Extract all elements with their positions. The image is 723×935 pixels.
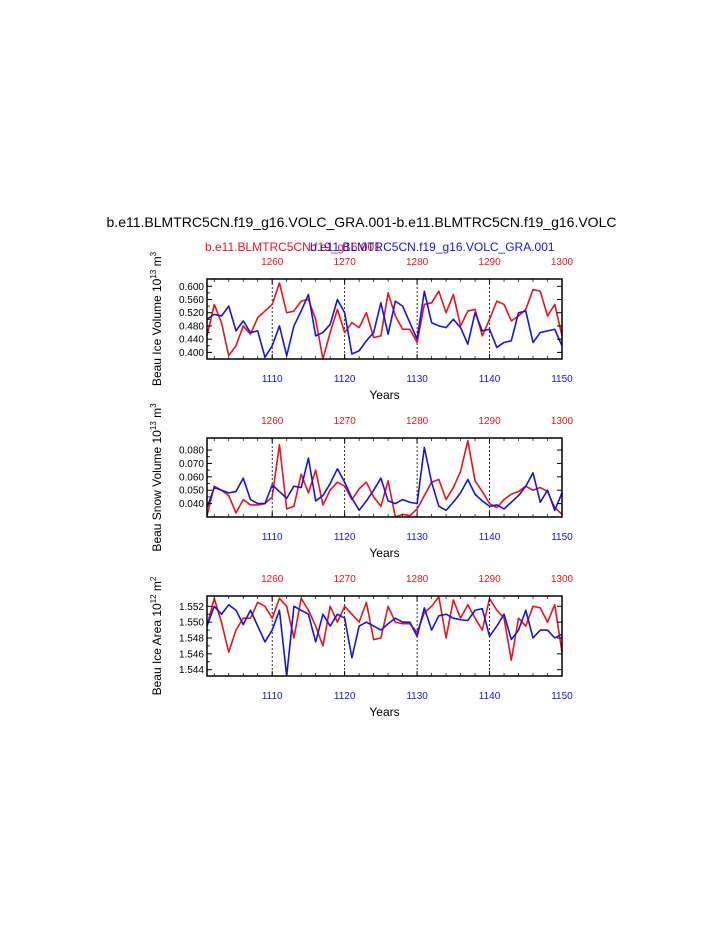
y-axis-label-part: m (150, 581, 164, 594)
x-tick-label-top: 1260 (261, 574, 284, 585)
x-tick-label-bottom: 1120 (334, 374, 356, 385)
series-line-blue (206, 603, 563, 677)
x-tick-label-bottom: 1120 (334, 691, 356, 702)
x-tick-label-bottom: 1110 (262, 374, 283, 385)
y-axis-label-part: 12 (149, 594, 158, 603)
y-axis-label-part: Beau Ice Area 10 (150, 603, 164, 695)
y-tick-label: 0.040 (179, 499, 204, 510)
x-tick-label-top: 1280 (406, 574, 429, 585)
series-line-blue (206, 446, 563, 512)
x-tick-label-top: 1300 (551, 574, 574, 585)
y-axis-label-part: 13 (149, 421, 158, 430)
y-tick-label: 0.080 (179, 446, 204, 457)
x-tick-label-top: 1280 (406, 416, 429, 427)
y-tick-label: 0.060 (179, 472, 204, 483)
panel-2: 0.040 0.050 0.060 0.070 0.080 1110 1120 1130 114… (149, 403, 574, 560)
y-tick-label: 0.600 (179, 282, 204, 293)
x-tick-label-top: 1270 (334, 257, 357, 268)
x-tick-label-bottom: 1130 (406, 691, 428, 702)
y-axis-label-part: 13 (149, 269, 158, 278)
x-tick-label-bottom: 1110 (262, 691, 283, 702)
x-tick-label-top: 1290 (478, 574, 501, 585)
subtitle-blue: b.e11.BLMTRC5CN.f19_g16.VOLC_GRA.001 (310, 240, 555, 254)
x-tick-label-top: 1260 (261, 257, 284, 268)
series-line-blue (206, 290, 563, 359)
x-tick-label-bottom: 1120 (334, 532, 356, 543)
x-tick-label-top: 1300 (551, 257, 574, 268)
x-tick-label-top: 1270 (334, 574, 357, 585)
x-tick-label-bottom: 1150 (551, 532, 573, 543)
x-axis-label: Years (369, 705, 399, 719)
y-tick-label: 0.560 (179, 295, 204, 306)
x-tick-label-bottom: 1110 (262, 532, 283, 543)
y-tick-label: 1.552 (179, 602, 204, 613)
panel-3: 1.544 1.546 1.548 1.550 1.552 1110 1120 1130 114… (149, 574, 574, 719)
y-tick-label: 0.400 (179, 348, 204, 359)
y-axis-label-part: m (150, 408, 164, 421)
y-axis-label-part: 3 (149, 403, 158, 408)
panel-1: 0.400 0.440 0.480 0.520 0.560 0.600 1110 1120 11… (149, 251, 574, 402)
y-axis-label-part: m (150, 256, 164, 269)
y-tick-label: 1.544 (179, 665, 204, 676)
x-tick-label-top: 1260 (261, 416, 284, 427)
y-axis-label: Beau Snow Volume 1013 m3 (149, 403, 164, 552)
x-tick-label-top: 1290 (478, 257, 501, 268)
x-tick-label-top: 1290 (478, 416, 501, 427)
y-tick-label: 0.520 (179, 308, 204, 319)
x-tick-label-bottom: 1130 (406, 532, 428, 543)
y-tick-label: 0.050 (179, 486, 204, 497)
x-tick-label-bottom: 1150 (551, 691, 573, 702)
figure-title: b.e11.BLMTRC5CN.f19_g16.VOLC_GRA.001-b.e… (106, 214, 617, 230)
x-tick-label-top: 1280 (406, 257, 429, 268)
plot-frame (206, 595, 563, 677)
y-tick-label: 1.548 (179, 633, 204, 644)
y-axis-label: Beau Ice Area 1012 m2 (149, 576, 164, 695)
x-tick-label-bottom: 1150 (551, 374, 573, 385)
x-axis-label: Years (369, 546, 399, 560)
y-axis-label-part: Beau Ice Volume 10 (150, 278, 164, 386)
plot-frame (206, 437, 563, 518)
y-tick-label: 0.480 (179, 321, 204, 332)
series-line-red (206, 282, 563, 360)
y-axis-label-part: 3 (149, 251, 158, 256)
x-tick-label-top: 1300 (551, 416, 574, 427)
x-tick-label-top: 1270 (334, 416, 357, 427)
x-tick-label-bottom: 1140 (479, 374, 501, 385)
y-tick-label: 1.550 (179, 618, 204, 629)
y-axis-label: Beau Ice Volume 1013 m3 (149, 251, 164, 386)
x-tick-label-bottom: 1130 (406, 374, 428, 385)
x-tick-label-bottom: 1140 (479, 532, 501, 543)
y-axis-label-part: 2 (149, 576, 158, 581)
x-axis-label: Years (369, 388, 399, 402)
subtitle-red: b.e11.BLMTRC5CN.f19_g16.001 (205, 240, 381, 254)
y-tick-label: 0.440 (179, 335, 204, 346)
y-tick-label: 1.546 (179, 649, 204, 660)
y-tick-label: 0.070 (179, 459, 204, 470)
y-axis-label-part: Beau Snow Volume 10 (150, 430, 164, 552)
x-tick-label-bottom: 1140 (479, 691, 501, 702)
